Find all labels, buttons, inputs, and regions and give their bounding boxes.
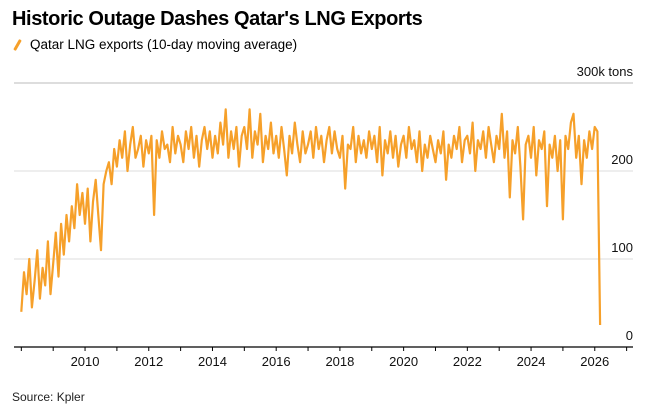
y-tick-label: 100 <box>611 240 633 255</box>
x-tick-label: 2024 <box>517 354 546 369</box>
y-tick-label: 300k tons <box>577 64 634 79</box>
source-note: Source: Kpler <box>12 390 85 404</box>
x-tick-label: 2014 <box>198 354 227 369</box>
x-tick-label: 2018 <box>325 354 354 369</box>
y-tick-label: 200 <box>611 152 633 167</box>
series-line <box>20 108 602 326</box>
x-tick-label: 2022 <box>453 354 482 369</box>
x-tick-label: 2026 <box>580 354 609 369</box>
x-tick-label: 2012 <box>134 354 163 369</box>
x-tick-label: 2020 <box>389 354 418 369</box>
chart-title: Historic Outage Dashes Qatar's LNG Expor… <box>12 8 423 30</box>
x-tick-label: 2010 <box>71 354 100 369</box>
legend: Qatar LNG exports (10-day moving average… <box>12 37 297 52</box>
x-tick-label: 2016 <box>262 354 291 369</box>
legend-label: Qatar LNG exports (10-day moving average… <box>30 37 298 52</box>
y-tick-label: 0 <box>626 328 633 343</box>
